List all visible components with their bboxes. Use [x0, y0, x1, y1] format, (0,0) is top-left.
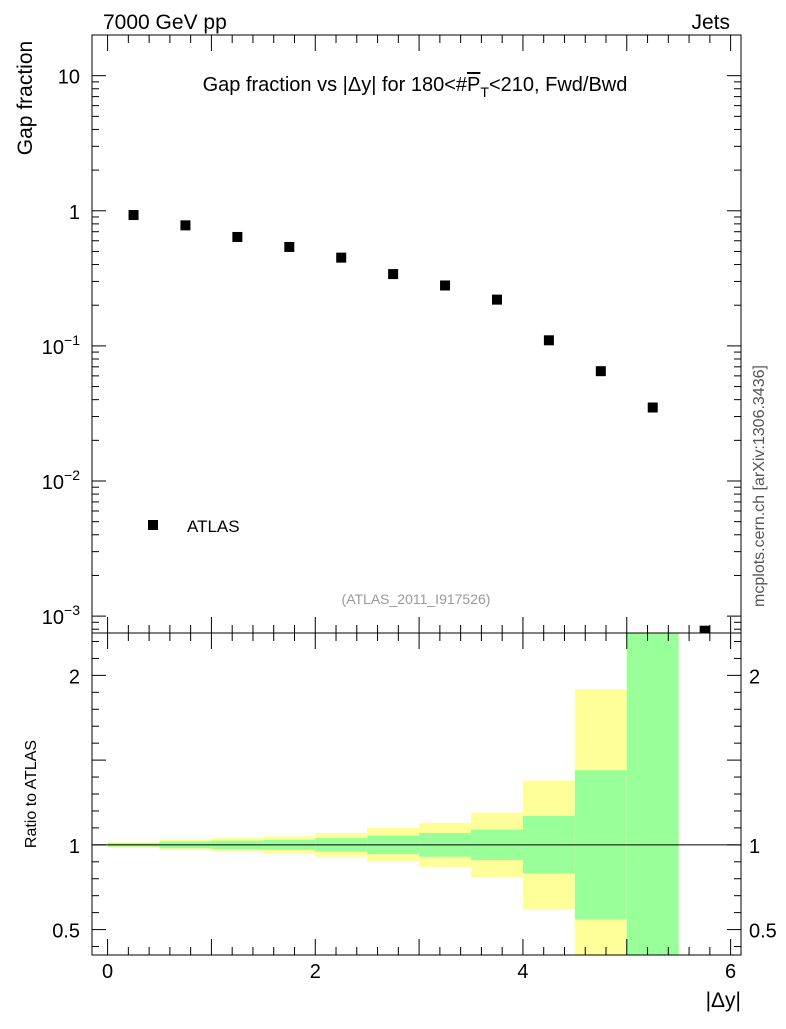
data-point-3	[284, 241, 295, 252]
ratio-y-tick-label-right-1: 1	[749, 836, 760, 858]
x-tick-label-1: 2	[310, 961, 321, 983]
data-point-8	[543, 335, 554, 346]
main-y-axis: 10 1 10−1 10−2 10−3	[42, 34, 741, 630]
data-point-5	[388, 269, 399, 280]
analysis-watermark: (ATLAS_2011_I917526)	[342, 591, 491, 607]
ratio-y-tick-label-right-0: 0.5	[749, 921, 777, 943]
data-point-11	[699, 625, 710, 633]
ratio-y-axis-label: Ratio to ATLAS	[23, 740, 40, 848]
x-tick-label-2: 4	[517, 961, 528, 983]
ratio-y-tick-label-1: 1	[69, 836, 80, 858]
legend-marker	[148, 520, 158, 530]
x-axis-label: |Δy|	[706, 989, 741, 1012]
ratio-y-tick-label-0: 0.5	[52, 921, 80, 943]
data-point-10	[647, 402, 658, 413]
main-y-tick-label-3: 10−2	[42, 467, 80, 494]
main-data-points	[128, 210, 710, 633]
x-tick-label-0: 0	[102, 961, 113, 983]
header-left: 7000 GeV pp	[103, 11, 227, 34]
main-y-tick-label-2: 10−1	[42, 332, 80, 359]
data-point-6	[440, 280, 451, 291]
plot-title: Gap fraction vs |Δy| for 180<#PT<210, Fw…	[203, 74, 628, 100]
data-point-2	[232, 231, 243, 242]
ratio-y-tick-label-right-2: 2	[749, 666, 760, 688]
main-y-tick-label-4: 10−3	[42, 602, 80, 629]
data-point-4	[336, 252, 347, 263]
main-y-tick-label-1: 1	[69, 202, 80, 224]
data-point-9	[595, 366, 606, 377]
main-panel-frame	[91, 34, 742, 634]
x-tick-label-3: 6	[725, 961, 736, 983]
main-y-tick-label-0: 10	[58, 67, 80, 89]
legend-label: ATLAS	[187, 517, 240, 536]
ratio-y-tick-label-2: 2	[69, 666, 80, 688]
title-pt-symbol: P	[467, 74, 480, 96]
side-credit-label: mcplots.cern.ch [arXiv:1306.3436]	[751, 365, 768, 607]
header-right: Jets	[691, 11, 730, 34]
title-pt-subscript: T	[480, 84, 489, 100]
x-axis: 0 2 4 6	[102, 35, 736, 983]
data-point-0	[128, 210, 139, 221]
main-y-axis-label: Gap fraction	[14, 41, 37, 155]
ratio-bands	[107, 633, 679, 955]
ratio-band-green-10	[626, 633, 679, 955]
ratio-y-axis: 0.5 0.5 1 1 2 2	[52, 640, 777, 948]
data-point-1	[180, 220, 191, 231]
data-point-7	[491, 294, 502, 305]
